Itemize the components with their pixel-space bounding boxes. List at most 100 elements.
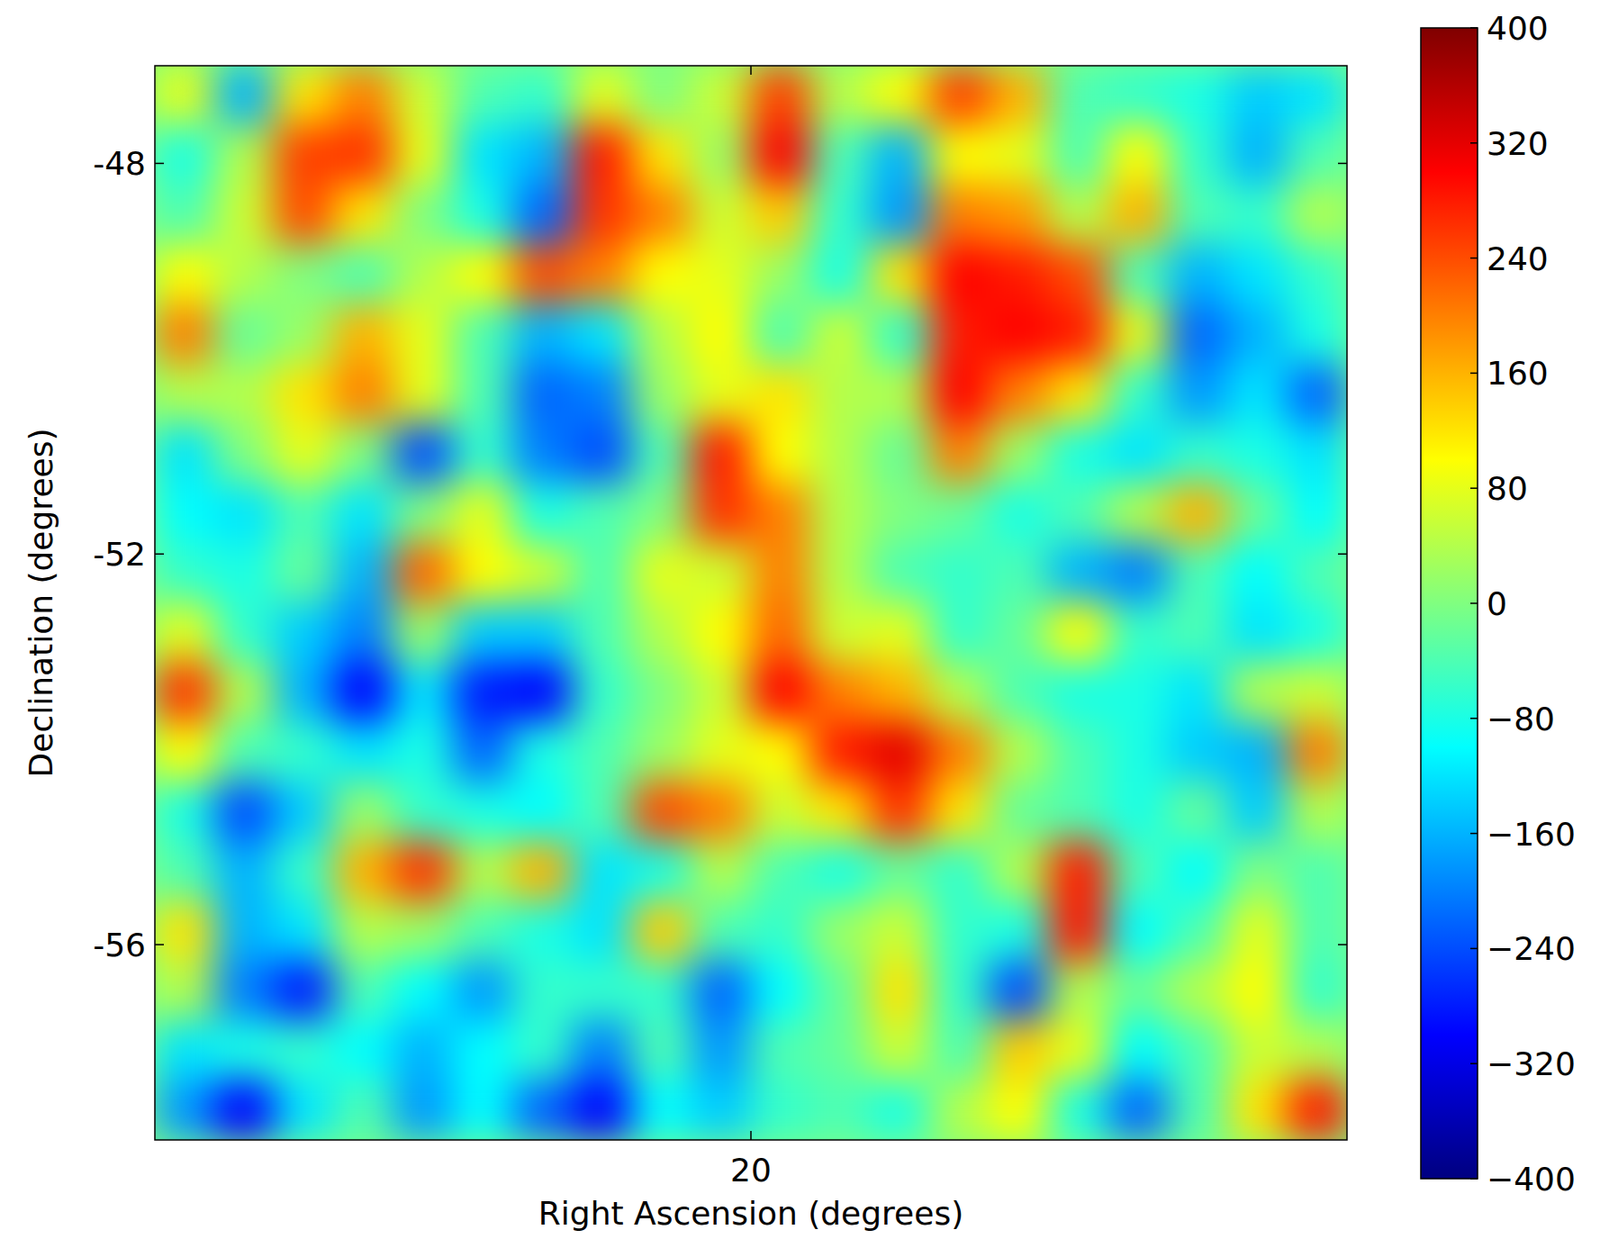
x-tick-top: [750, 65, 752, 75]
cell: [571, 184, 633, 245]
cell: [631, 184, 692, 245]
cell: [1108, 900, 1169, 961]
cell: [571, 840, 633, 902]
cell: [1286, 900, 1347, 961]
cell: [452, 960, 514, 1022]
cell: [273, 1079, 335, 1140]
cell: [571, 602, 633, 663]
cell: [452, 661, 514, 723]
cell: [810, 482, 871, 543]
cell: [1227, 722, 1288, 783]
cell: [452, 125, 514, 186]
cell: [333, 900, 394, 961]
cell: [273, 542, 335, 604]
cell: [1167, 1020, 1229, 1081]
cell: [512, 363, 573, 425]
y-axis-title: Declination (degrees): [22, 428, 60, 778]
cell: [988, 304, 1049, 365]
cell: [571, 363, 633, 425]
cell: [929, 363, 990, 425]
cell: [1108, 65, 1169, 127]
cell: [1048, 840, 1110, 902]
cell: [1108, 661, 1169, 723]
cell: [690, 900, 751, 961]
cell: [929, 1020, 990, 1081]
cell: [1108, 184, 1169, 245]
cell: [452, 244, 514, 305]
cell: [631, 363, 692, 425]
cell: [392, 363, 453, 425]
cell: [1108, 781, 1169, 842]
colorbar: [1420, 27, 1478, 1179]
cell: [929, 602, 990, 663]
cell: [631, 960, 692, 1022]
cell: [273, 65, 335, 127]
cell: [273, 244, 335, 305]
cell: [929, 542, 990, 604]
cell: [1108, 840, 1169, 902]
cell: [452, 1079, 514, 1140]
cell: [214, 363, 275, 425]
cell: [214, 661, 275, 723]
cell: [1048, 65, 1110, 127]
cell: [631, 125, 692, 186]
cell: [1108, 423, 1169, 484]
cell: [392, 1079, 453, 1140]
cell: [810, 1020, 871, 1081]
cell: [392, 482, 453, 543]
plot-frame: [154, 65, 1347, 1140]
cell: [929, 1079, 990, 1140]
cell: [1227, 960, 1288, 1022]
cell: [333, 781, 394, 842]
cell: [154, 184, 216, 245]
cell: [512, 244, 573, 305]
colorbar-tick-label: −240: [1486, 930, 1576, 968]
cell: [1108, 363, 1169, 425]
cell: [273, 1020, 335, 1081]
cell: [929, 840, 990, 902]
cell: [1048, 423, 1110, 484]
cell: [1108, 1020, 1169, 1081]
cell: [869, 542, 931, 604]
cell: [1108, 1079, 1169, 1140]
cell: [154, 65, 216, 127]
cell: [154, 661, 216, 723]
cell: [631, 840, 692, 902]
colorbar-tick-label: −160: [1486, 815, 1576, 853]
heatmap-cells: [154, 65, 1347, 1140]
cell: [512, 960, 573, 1022]
colorbar-tick-label: −400: [1486, 1160, 1576, 1198]
cell: [929, 722, 990, 783]
cell: [154, 1079, 216, 1140]
cell: [810, 542, 871, 604]
cell: [1167, 125, 1229, 186]
cell: [1048, 900, 1110, 961]
cell: [214, 1020, 275, 1081]
cell: [1227, 65, 1288, 127]
cell: [214, 840, 275, 902]
cell: [452, 482, 514, 543]
colorbar-tick-label: −320: [1486, 1045, 1576, 1083]
cell: [452, 1020, 514, 1081]
cell: [750, 482, 812, 543]
cell: [810, 184, 871, 245]
cell: [1108, 602, 1169, 663]
cell: [1227, 244, 1288, 305]
colorbar-tick-label: 80: [1486, 470, 1528, 507]
cell: [333, 542, 394, 604]
cell: [690, 184, 751, 245]
cell: [690, 1020, 751, 1081]
cell: [214, 184, 275, 245]
cell: [214, 900, 275, 961]
cell: [869, 781, 931, 842]
cell: [214, 244, 275, 305]
colorbar-tick: [1470, 602, 1478, 605]
cell: [333, 65, 394, 127]
cell: [988, 542, 1049, 604]
cell: [929, 244, 990, 305]
cell: [1167, 482, 1229, 543]
cell: [333, 840, 394, 902]
cell: [810, 65, 871, 127]
chart: 20-56-52-48Right Ascension (degrees)Decl…: [0, 0, 1600, 1239]
cell: [154, 244, 216, 305]
